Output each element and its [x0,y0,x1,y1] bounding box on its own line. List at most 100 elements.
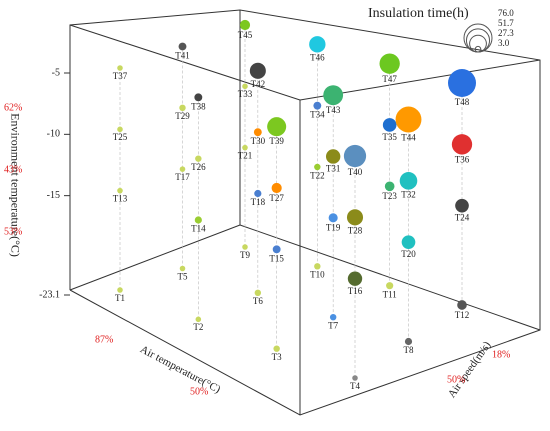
z-tick-label: -10 [47,129,60,140]
bubble [179,104,186,112]
bubble [329,313,337,321]
bubble [117,126,123,133]
y-axis-label: Air temperature(°C) [138,343,223,396]
point-label: T33 [238,89,253,99]
point-label: T37 [113,71,128,81]
point-label: T30 [251,136,266,146]
bubble [455,198,469,213]
point-label: T20 [401,249,416,259]
bubble [117,65,123,71]
legend-label: 51.7 [498,18,514,28]
point-label: T25 [113,132,128,142]
point-label: T41 [175,50,190,60]
bubble [386,282,394,290]
bubble [314,163,321,171]
point-label: T43 [326,105,341,115]
x-axis-label: Air speed(m/s) [446,339,494,400]
point-label: T34 [310,110,325,120]
legend-label: 76.0 [498,8,514,18]
point-label: T32 [401,190,416,200]
z-tick-label: -15 [47,190,60,201]
point-label: T19 [326,222,341,232]
bubble [242,244,248,250]
point-label: T18 [251,197,266,207]
point-label: T29 [175,111,190,121]
legend-label: 27.3 [498,28,514,38]
point-label: T39 [269,136,284,146]
bubble [401,235,416,249]
point-label: T11 [383,289,397,299]
bubble [457,300,467,310]
point-label: T16 [348,286,363,296]
bubble [179,265,186,272]
bubble [253,128,262,137]
bubble [195,155,202,162]
legend-circle [463,23,493,53]
point-label: T47 [382,74,397,84]
point-label: T1 [115,293,125,303]
bubble [267,117,287,137]
bubble [323,85,344,106]
point-label: T26 [191,162,206,172]
point-label: T17 [175,172,190,182]
bubble [117,187,123,194]
legend-circle [474,45,482,53]
point-label: T12 [455,310,470,320]
point-label: T44 [401,133,416,143]
point-label: T42 [251,79,266,89]
bubble [249,62,266,79]
point-label: T15 [269,253,284,263]
point-label: T28 [348,225,363,235]
z-annotation: 43% [4,164,22,175]
point-label: T2 [193,322,203,332]
x-annotation: 18% [492,349,510,360]
point-label: T10 [310,270,325,280]
bubble [242,144,248,151]
point-label: T27 [269,193,284,203]
z-tick-label: -23.1 [39,289,60,300]
point-label: T31 [326,164,341,174]
bubble [117,287,123,293]
bubble [254,189,262,198]
point-label: T40 [348,167,363,177]
bubble [178,42,187,51]
point-label: T8 [404,345,414,355]
z-tick-label: -5 [52,67,60,78]
bubble [272,245,281,254]
x-annotation: 50% [447,374,465,385]
point-label: T6 [253,296,263,306]
bubble [194,93,203,102]
bubble [343,144,367,168]
bubble [399,172,418,190]
z-axis-label: Environment temperature(°C) [8,113,22,257]
bubble [404,337,413,346]
bubble [195,316,202,323]
bubble [382,118,397,132]
y-annotation: 50% [190,386,208,397]
bubble [379,53,400,74]
point-label: T22 [310,170,325,180]
bubble [194,216,202,224]
y-annotation: 87% [95,334,113,345]
z-annotation: 62% [4,102,22,113]
point-label: T4 [350,381,360,391]
point-label: T45 [238,30,253,40]
point-label: T35 [382,132,397,142]
point-label: T48 [455,97,470,107]
point-label: T5 [178,271,188,281]
point-label: T46 [310,53,325,63]
point-label: T24 [455,213,470,223]
legend-title: Insulation time(h) [368,6,469,21]
bubble [347,271,363,286]
point-label: T14 [191,224,206,234]
bubble [325,149,341,164]
point-label: T13 [113,193,128,203]
bubble [271,182,282,194]
legend-label: 3.0 [498,38,510,48]
bubble [314,263,321,270]
z-annotation: 53% [4,226,22,237]
point-label: T23 [382,191,397,201]
bubble [352,375,358,381]
bubble [395,106,422,133]
